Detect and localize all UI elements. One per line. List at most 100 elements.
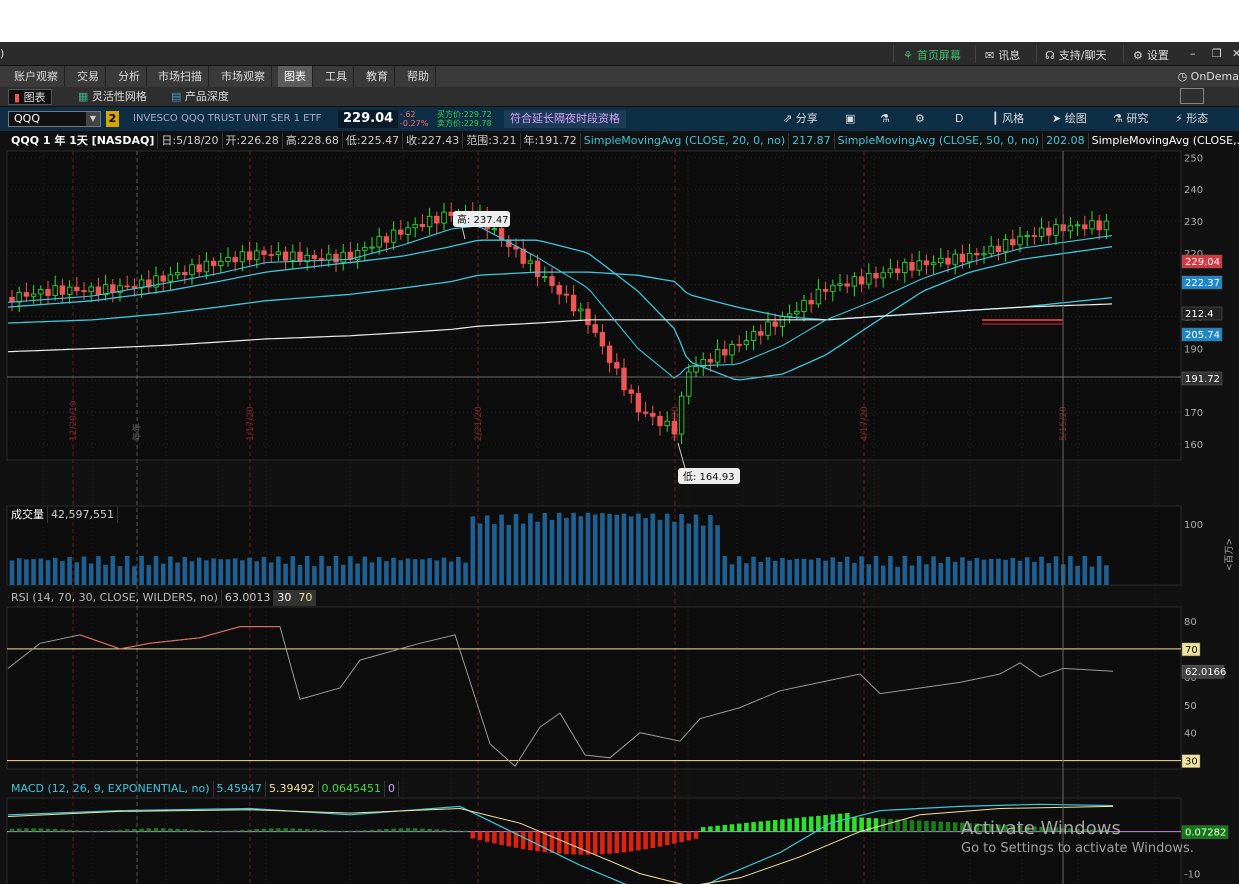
period-button[interactable]: D bbox=[955, 112, 964, 125]
symbol-input[interactable]: QQQ ▼ bbox=[8, 111, 101, 127]
candle-body bbox=[268, 254, 274, 256]
messages-link[interactable]: ✉ 讯息 bbox=[985, 49, 1021, 62]
subtab-charts[interactable]: ▮ 图表 bbox=[8, 89, 52, 105]
volume-bar bbox=[895, 566, 900, 585]
volume-bar bbox=[657, 519, 663, 585]
low-callout: 低: 164.93 bbox=[677, 442, 740, 484]
ondemand-button[interactable]: ◷ OnDema bbox=[1177, 70, 1239, 83]
price-tick-label: 160 bbox=[1184, 440, 1203, 451]
volume-bar bbox=[1039, 556, 1044, 585]
rsi-tick-label: 40 bbox=[1184, 729, 1197, 740]
macd-histogram-bar bbox=[31, 828, 36, 832]
volume-bar bbox=[96, 556, 101, 585]
candle-body bbox=[959, 253, 966, 263]
volume-bar bbox=[664, 513, 670, 585]
restore-button[interactable]: ❐ bbox=[1212, 47, 1222, 60]
subtab-flexible-grid[interactable]: ▦ 灵活性网格 bbox=[78, 90, 147, 103]
support-chat-link[interactable]: ☊ 支持/聊天 bbox=[1045, 49, 1107, 62]
macd-histogram-bar bbox=[499, 831, 504, 845]
macd-histogram-bar bbox=[1032, 826, 1037, 832]
menu-help[interactable]: 帮助 bbox=[401, 66, 436, 87]
volume-bar bbox=[9, 560, 15, 585]
menu-education[interactable]: 教育 bbox=[360, 66, 395, 87]
menu-trade[interactable]: 交易 bbox=[71, 66, 106, 87]
macd-histogram-bar bbox=[715, 825, 720, 832]
menu-scan[interactable]: 市场扫描 bbox=[152, 66, 209, 87]
macd-badge-label: 0.07282 bbox=[1185, 828, 1226, 839]
price-tick-label: 170 bbox=[1184, 408, 1203, 419]
volume-bar bbox=[204, 560, 209, 585]
chart-svg[interactable]: 12/20/19年年1/17/202/21/203/20/204/17/205/… bbox=[0, 131, 1239, 884]
close-button[interactable]: ✕ bbox=[1232, 47, 1239, 60]
style-button[interactable]: ┃ 风格 bbox=[992, 112, 1025, 125]
volume-bar bbox=[535, 521, 540, 585]
candle-body bbox=[902, 262, 908, 273]
flask-button[interactable]: ⚗ bbox=[880, 110, 890, 128]
macd-histogram-bar bbox=[780, 819, 785, 832]
candle-body bbox=[686, 371, 692, 397]
rsi-panel[interactable] bbox=[6, 606, 1182, 770]
menu-account[interactable]: 账户观察 bbox=[8, 66, 65, 87]
drawings-button[interactable]: ➤ 绘图 bbox=[1052, 112, 1087, 125]
macd-histogram-bar bbox=[837, 813, 843, 832]
candle-body bbox=[1103, 220, 1110, 231]
rsi-value: 63.0013 bbox=[222, 590, 275, 606]
chart-area[interactable]: 12/20/19年年1/17/202/21/203/20/204/17/205/… bbox=[0, 131, 1239, 884]
volume-bar bbox=[124, 555, 130, 585]
macd-histogram-bar bbox=[470, 831, 476, 839]
volume-bar bbox=[888, 555, 893, 585]
legend-high: 高:228.68 bbox=[283, 133, 343, 149]
candle-body bbox=[830, 284, 836, 292]
share-button[interactable]: ⇗ 分享 bbox=[783, 112, 818, 125]
volume-bar bbox=[384, 561, 389, 585]
macd-histogram-bar bbox=[117, 829, 123, 832]
settings-link[interactable]: ⚙ 设置 bbox=[1133, 49, 1169, 62]
minimize-button[interactable]: – bbox=[1190, 47, 1196, 60]
menu-analyze[interactable]: 分析 bbox=[112, 66, 147, 87]
studies-button[interactable]: ⚗ 研究 bbox=[1113, 112, 1149, 125]
candle-body bbox=[30, 293, 37, 297]
menu-tools[interactable]: 工具 bbox=[319, 66, 354, 87]
candle-body bbox=[304, 254, 310, 263]
candle-body bbox=[614, 362, 620, 369]
volume-bar bbox=[1104, 565, 1109, 585]
macd-histogram-bar bbox=[391, 828, 396, 832]
candle-body bbox=[160, 275, 166, 282]
candle-body bbox=[722, 349, 728, 356]
macd-histogram-bar bbox=[16, 828, 22, 832]
price-badge bbox=[1181, 275, 1223, 290]
menu-marketwatch[interactable]: 市场观察 bbox=[215, 66, 272, 87]
candle-body bbox=[887, 268, 894, 274]
price-panel[interactable] bbox=[6, 150, 1182, 461]
home-screen-link[interactable]: ⚘ 首页屏幕 bbox=[903, 49, 961, 62]
menu-charts[interactable]: 图表 bbox=[278, 66, 313, 87]
macd-histogram-bar bbox=[434, 829, 440, 832]
macd-histogram-bar bbox=[1017, 825, 1023, 832]
volume-bar bbox=[758, 561, 764, 585]
candle-body bbox=[858, 276, 865, 285]
macd-histogram-bar bbox=[441, 829, 447, 832]
sub-tabs: ▮ 图表 ▦ 灵活性网格 ▤ 产品深度 bbox=[0, 87, 1239, 107]
candle-body bbox=[117, 285, 123, 293]
snapshot-button[interactable]: ▣ bbox=[845, 110, 855, 128]
subtab-product-depth[interactable]: ▤ 产品深度 bbox=[171, 90, 229, 103]
chevron-down-icon[interactable]: ▼ bbox=[86, 112, 100, 126]
candle-body bbox=[585, 308, 591, 325]
candle-body bbox=[671, 420, 678, 435]
macd-histogram-bar bbox=[1068, 828, 1073, 832]
depth-icon: ▤ bbox=[171, 90, 182, 103]
macd-histogram-bar bbox=[182, 829, 188, 832]
macd-histogram-bar bbox=[945, 821, 951, 832]
bar-chart-icon: ▮ bbox=[14, 91, 21, 104]
macd-histogram-bar bbox=[772, 820, 778, 832]
chart-settings-button[interactable]: ⚙ bbox=[915, 110, 925, 128]
link-badge[interactable]: 2 bbox=[106, 111, 119, 127]
macd-histogram-bar bbox=[895, 819, 900, 832]
volume-bar bbox=[355, 563, 360, 585]
volume-bar bbox=[153, 556, 159, 585]
price-legend: QQQ 1 年 1天 [NASDAQ] 日:5/18/20 开:226.28 高:22… bbox=[8, 133, 1239, 149]
patterns-button[interactable]: ⚡ 形态 bbox=[1175, 112, 1209, 125]
candle-body bbox=[743, 340, 750, 346]
volume-bar bbox=[780, 557, 785, 585]
layout-button[interactable] bbox=[1180, 88, 1204, 104]
